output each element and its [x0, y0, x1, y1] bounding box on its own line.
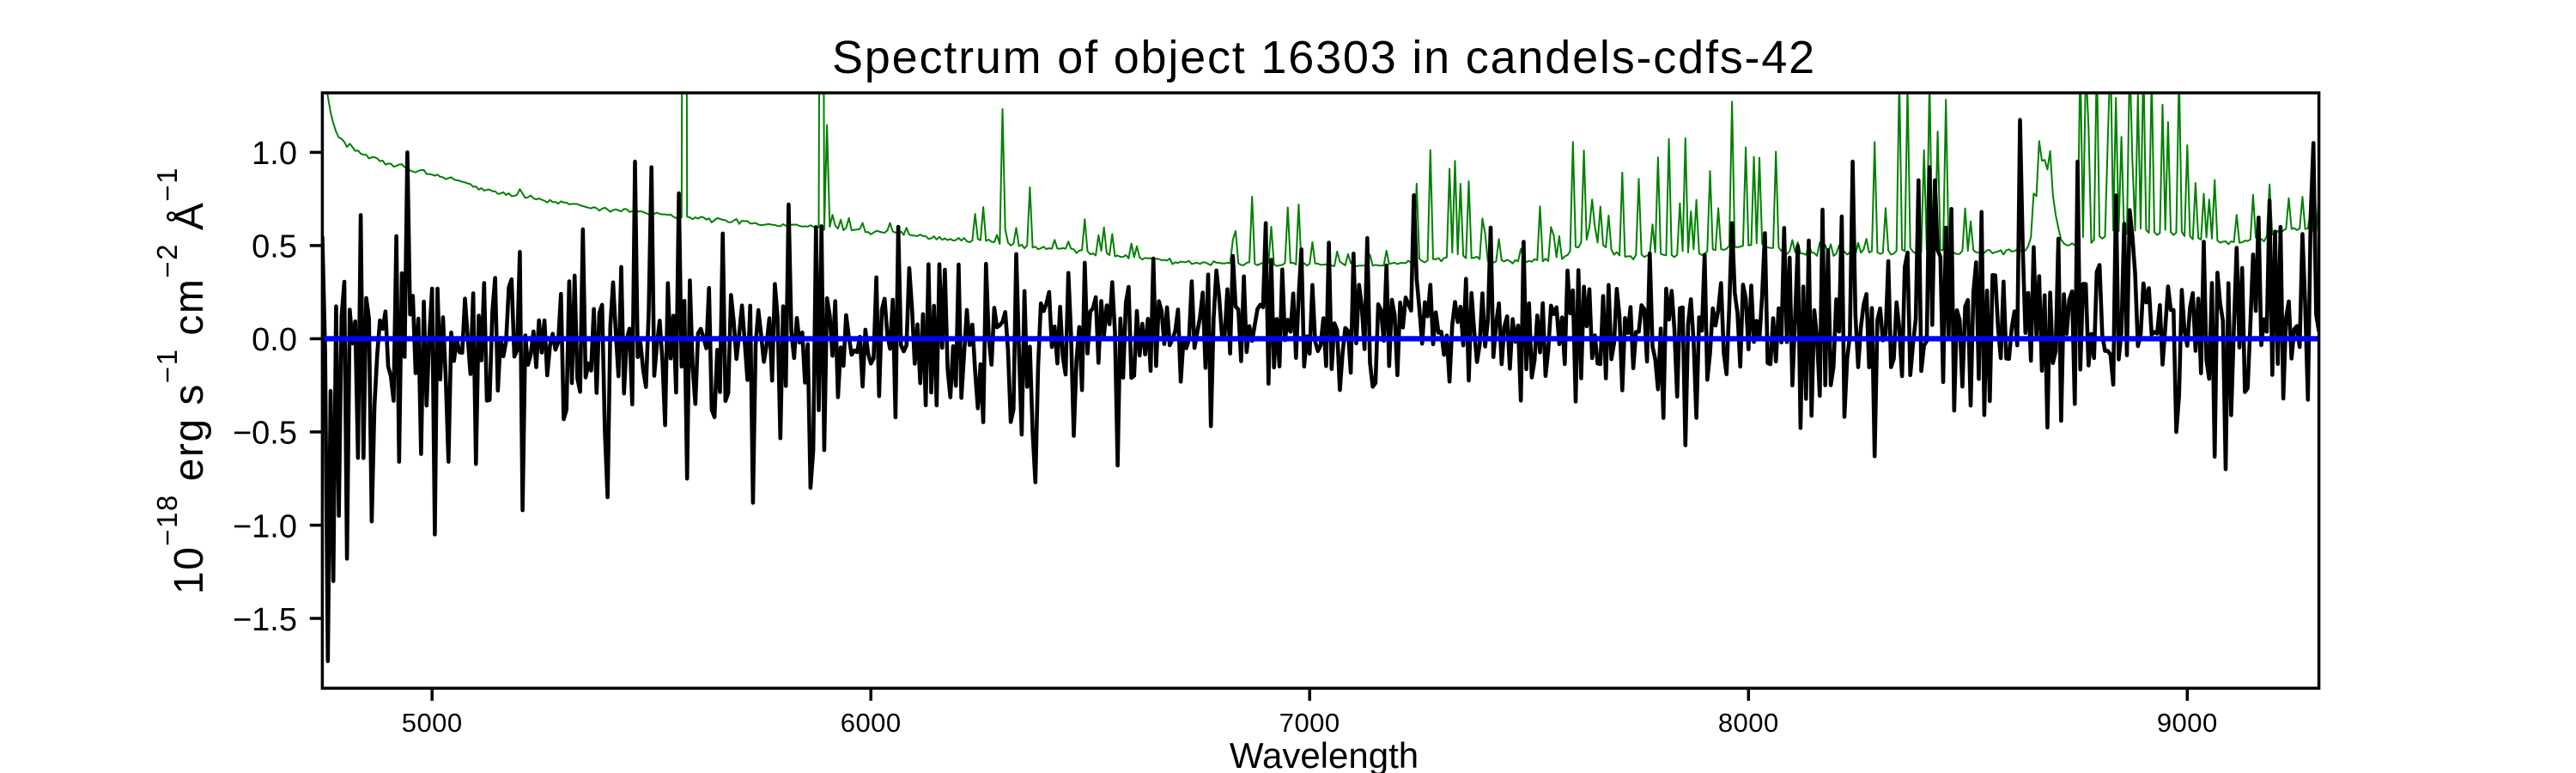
svg-text:1.0: 1.0: [252, 136, 297, 172]
svg-text:Wavelength: Wavelength: [1230, 735, 1419, 773]
svg-text:Spectrum of object 16303 in ca: Spectrum of object 16303 in candels-cdfs…: [832, 32, 1816, 83]
svg-text:−1.0: −1.0: [233, 508, 297, 545]
svg-text:5000: 5000: [402, 708, 463, 738]
svg-text:0.0: 0.0: [252, 322, 297, 358]
svg-text:8000: 8000: [1718, 708, 1779, 738]
svg-text:9000: 9000: [2157, 708, 2218, 738]
svg-text:6000: 6000: [841, 708, 902, 738]
svg-text:−1.5: −1.5: [233, 602, 297, 638]
svg-text:7000: 7000: [1279, 708, 1340, 738]
svg-text:0.5: 0.5: [252, 229, 297, 265]
svg-text:−0.5: −0.5: [233, 416, 297, 452]
